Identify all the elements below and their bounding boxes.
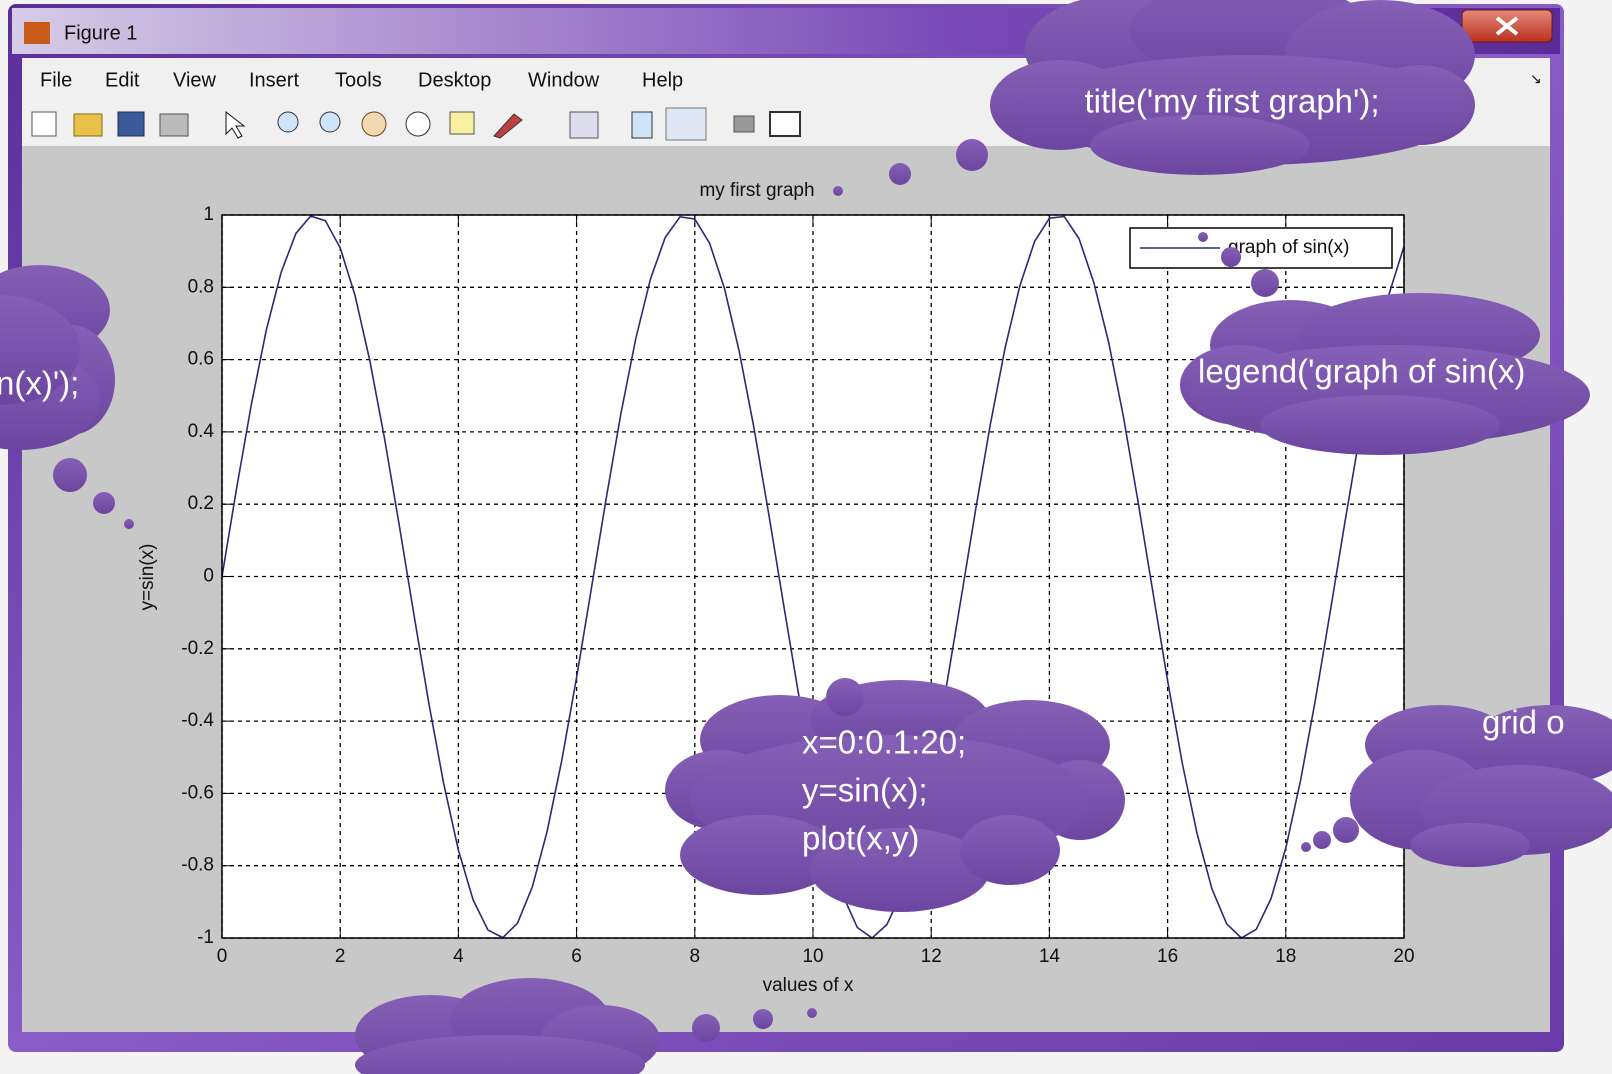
app-icon <box>24 22 50 44</box>
x-tick-label: 6 <box>571 946 582 967</box>
print-button[interactable] <box>160 114 188 136</box>
menu-item[interactable]: Edit <box>105 69 140 91</box>
plot-callout-line: x=0:0.1:20; <box>802 724 966 761</box>
x-tick-label: 0 <box>217 946 228 967</box>
y-tick-label: -0.8 <box>181 855 214 876</box>
window-title: Figure 1 <box>64 22 137 44</box>
hide-tools-button[interactable] <box>734 116 754 132</box>
x-tick-label: 14 <box>1039 946 1061 967</box>
title-callout: title('my first graph'); <box>1085 83 1380 120</box>
page: {"window": {"title": "Figure 1", "menu":… <box>0 0 1612 1074</box>
y-tick-label: 0 <box>203 566 214 587</box>
x-tick-label: 18 <box>1275 946 1296 967</box>
y-tick-label: 0.8 <box>188 276 214 297</box>
menu-item[interactable]: Desktop <box>418 69 491 91</box>
new-button[interactable] <box>32 112 56 136</box>
menu-item[interactable]: Insert <box>249 69 299 91</box>
menu-arrow: ↘ <box>1530 71 1542 87</box>
grid-callout: grid o <box>1482 704 1565 741</box>
chart-title: my first graph <box>699 180 814 201</box>
y-tick-label: -0.4 <box>181 710 214 731</box>
open-button[interactable] <box>74 114 102 136</box>
y-tick-label: 0.4 <box>188 421 215 442</box>
rotate-button[interactable] <box>406 112 430 136</box>
legend-callout: legend('graph of sin(x) <box>1198 353 1525 390</box>
x-tick-label: 12 <box>921 946 942 967</box>
y-tick-label: 0.6 <box>188 349 214 370</box>
menu-item[interactable]: Tools <box>335 69 382 91</box>
dock-button[interactable] <box>770 112 800 136</box>
x-tick-label: 4 <box>453 946 464 967</box>
link-button[interactable] <box>570 112 598 138</box>
x-tick-label: 2 <box>335 946 346 967</box>
y-axis-label: y=sin(x) <box>137 543 158 610</box>
colorbar-button[interactable] <box>632 112 652 138</box>
zoom-out-button[interactable] <box>320 112 340 132</box>
save-button[interactable] <box>118 112 144 136</box>
x-tick-label: 10 <box>802 946 823 967</box>
menu-item[interactable]: Help <box>642 69 683 91</box>
legend-button[interactable] <box>666 108 706 140</box>
y-tick-label: -0.6 <box>181 782 214 803</box>
menu-item[interactable]: Window <box>528 69 600 91</box>
y-tick-label: 0.2 <box>188 493 214 514</box>
x-tick-label: 16 <box>1157 946 1178 967</box>
ylabel-callout: n(x)'); <box>0 365 79 402</box>
screen: Figure 1 File Edit View Insert Tools Desktop W… <box>0 0 1612 1074</box>
x-tick-label: 20 <box>1393 946 1414 967</box>
menu-item[interactable]: View <box>173 69 217 91</box>
legend-label: graph of sin(x) <box>1228 237 1349 258</box>
datacursor-button[interactable] <box>450 112 474 134</box>
zoom-in-button[interactable] <box>278 112 298 132</box>
y-tick-label: 1 <box>203 204 214 225</box>
pan-button[interactable] <box>362 112 386 136</box>
y-tick-label: -1 <box>197 927 214 948</box>
y-tick-label: -0.2 <box>181 638 214 659</box>
x-tick-label: 8 <box>690 946 701 967</box>
plot-callout-line: y=sin(x); <box>802 772 928 809</box>
x-axis-label: values of x <box>763 975 854 996</box>
menu-item[interactable]: File <box>40 69 72 91</box>
plot-callout-line: plot(x,y) <box>802 820 919 857</box>
